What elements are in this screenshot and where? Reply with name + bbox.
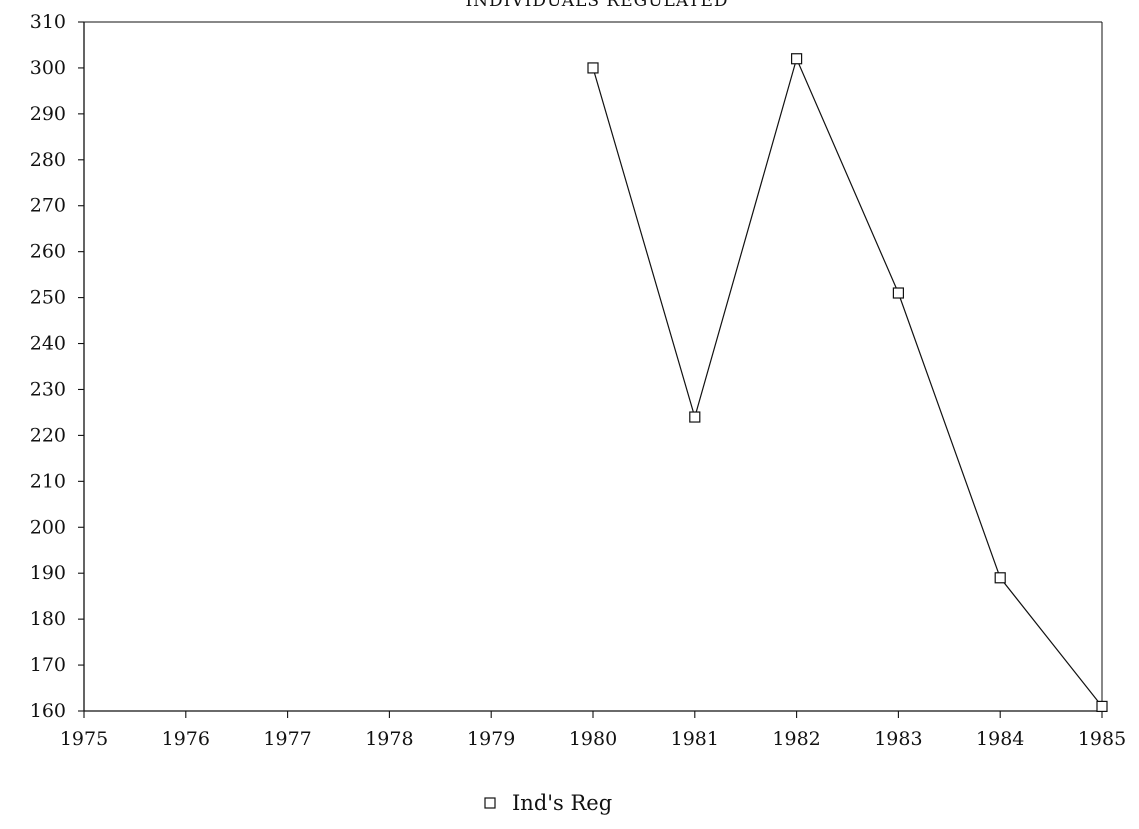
x-tick-label: 1978 [365, 728, 413, 750]
data-point-marker [689, 411, 701, 423]
x-tick-label: 1979 [467, 728, 515, 750]
x-tick-label: 1981 [671, 728, 719, 750]
legend-marker-open-square [484, 797, 496, 809]
y-tick-label: 240 [30, 333, 66, 355]
x-tick-label: 1980 [569, 728, 617, 750]
y-tick-label: 270 [30, 195, 66, 217]
x-tick-label: 1975 [60, 728, 108, 750]
y-tick-label: 220 [30, 424, 66, 446]
data-point-marker [1096, 700, 1108, 713]
y-tick-label: 280 [30, 149, 66, 171]
series-line [592, 56, 1103, 707]
y-tick-label: 200 [30, 516, 66, 538]
y-tick-label: 310 [30, 11, 66, 33]
data-point-marker [790, 53, 803, 65]
y-tick-label: 180 [30, 608, 66, 630]
y-tick-label: 170 [30, 654, 66, 676]
y-tick-label: 260 [30, 241, 66, 263]
y-axis-ticks: 160 170 180 190 200 210 220 230 240 250 260 270 280 2… [30, 11, 84, 722]
y-tick-label: 290 [30, 103, 66, 125]
chart-title: INDIVIDUALS REGULATED [465, 0, 728, 11]
data-point-marker [587, 62, 599, 74]
legend: Ind's Reg [484, 791, 612, 815]
x-tick-label: 1976 [162, 728, 210, 750]
x-axis-ticks: 1975 1976 1977 1978 1979 1980 1981 1982 1983 1984… [60, 711, 1126, 750]
series-ind-reg [587, 53, 1108, 713]
data-point-marker [892, 287, 905, 299]
y-tick-label: 250 [30, 287, 66, 309]
x-tick-label: 1982 [772, 728, 820, 750]
data-point-marker [994, 572, 1006, 584]
x-tick-label: 1977 [263, 728, 311, 750]
y-tick-label: 230 [30, 378, 66, 400]
legend-label-ind-reg: Ind's Reg [512, 791, 612, 815]
y-tick-label: 210 [30, 470, 66, 492]
x-tick-label: 1985 [1078, 728, 1126, 750]
y-tick-label: 300 [30, 57, 66, 79]
y-tick-label: 190 [30, 562, 66, 584]
y-tick-label: 160 [30, 700, 66, 722]
x-tick-label: 1983 [874, 728, 922, 750]
x-tick-label: 1984 [976, 728, 1024, 750]
